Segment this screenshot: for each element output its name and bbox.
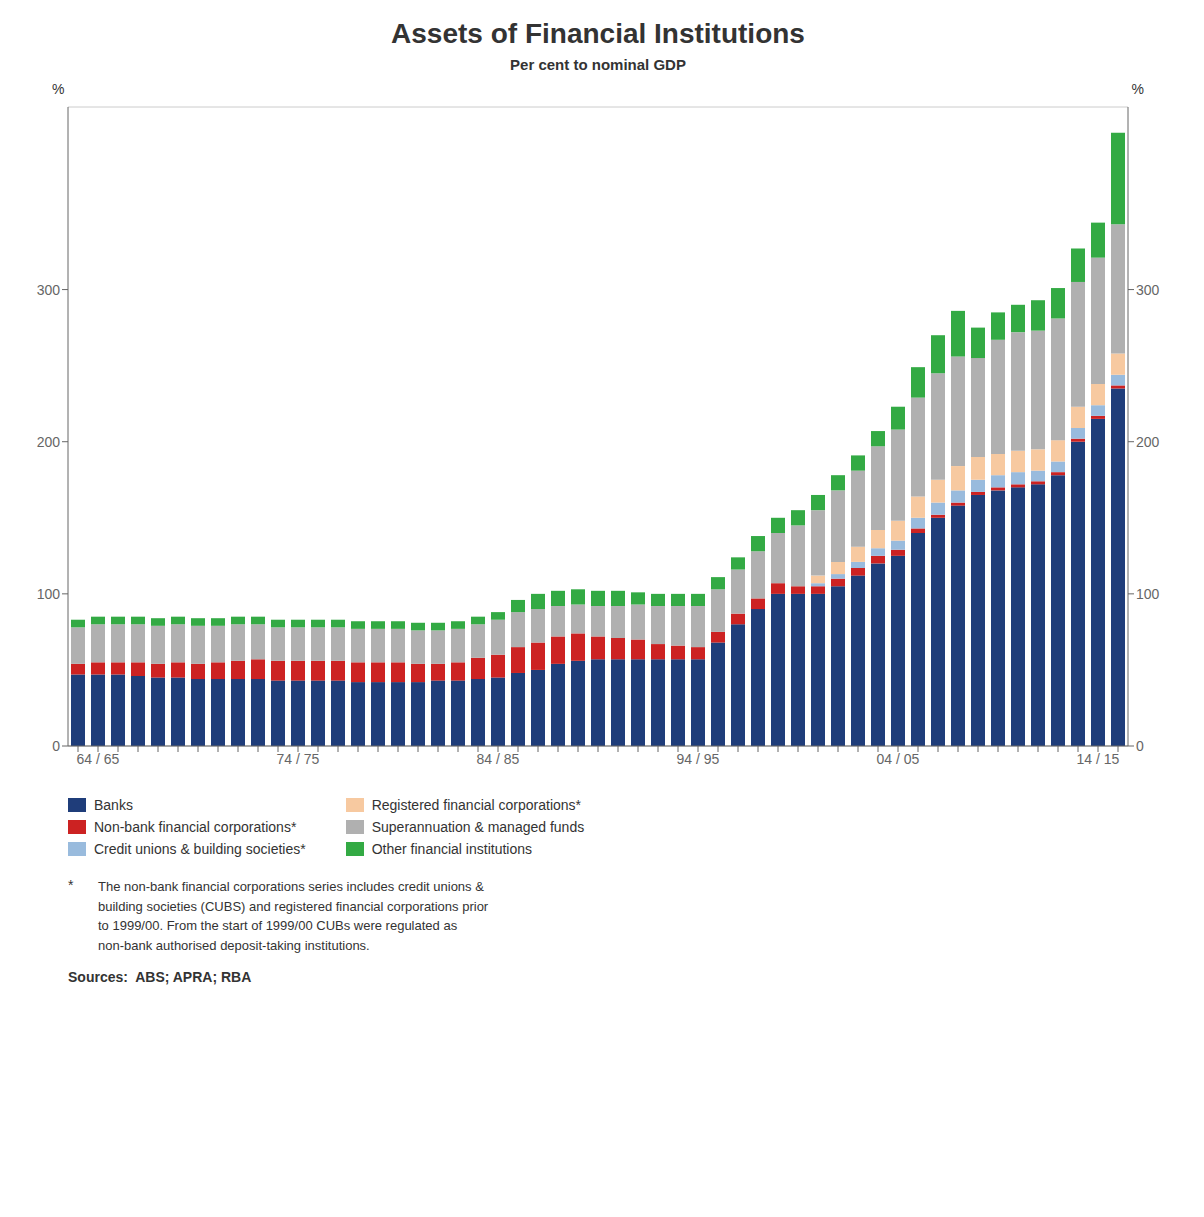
html-text:Superannuation & managed funds: Superannuation & managed funds — [371, 819, 585, 835]
svg-text:0: 0 — [52, 738, 60, 754]
html-text:Assets of Financial Institutio: Assets of Financial Institutions — [391, 18, 805, 49]
html-text:Banks: Banks — [94, 797, 133, 813]
svg-text:100: 100 — [37, 586, 61, 602]
html-text:The non-bank financial corpora: The non-bank financial corporations seri… — [98, 879, 489, 953]
svg-text:0: 0 — [1136, 738, 1144, 754]
svg-text:04 / 05: 04 / 05 — [877, 751, 920, 767]
html-text:Non-bank financial corporation: Non-bank financial corporations* — [94, 819, 297, 835]
html-text:Credit unions & building socie: Credit unions & building societies* — [94, 841, 306, 857]
svg-text:200: 200 — [1136, 434, 1160, 450]
html-text:Per cent to nominal GDP: Per cent to nominal GDP — [510, 56, 686, 73]
svg-text:94 / 95: 94 / 95 — [677, 751, 720, 767]
svg-text:84 / 85: 84 / 85 — [477, 751, 520, 767]
html-text:Other financial institutions: Other financial institutions — [371, 841, 532, 857]
svg-text:300: 300 — [37, 282, 61, 298]
html-text:Sources: ABS; APRA; RBA: Sources: ABS; APRA; RBA — [68, 969, 252, 985]
svg-text:74 / 75: 74 / 75 — [277, 751, 320, 767]
svg-text:14 / 15: 14 / 15 — [1077, 751, 1120, 767]
svg-text:200: 200 — [37, 434, 61, 450]
html-text:Registered financial corporati: Registered financial corporations* — [371, 797, 581, 813]
svg-text:64 / 65: 64 / 65 — [77, 751, 120, 767]
svg-text:100: 100 — [1136, 586, 1160, 602]
svg-text:300: 300 — [1136, 282, 1160, 298]
